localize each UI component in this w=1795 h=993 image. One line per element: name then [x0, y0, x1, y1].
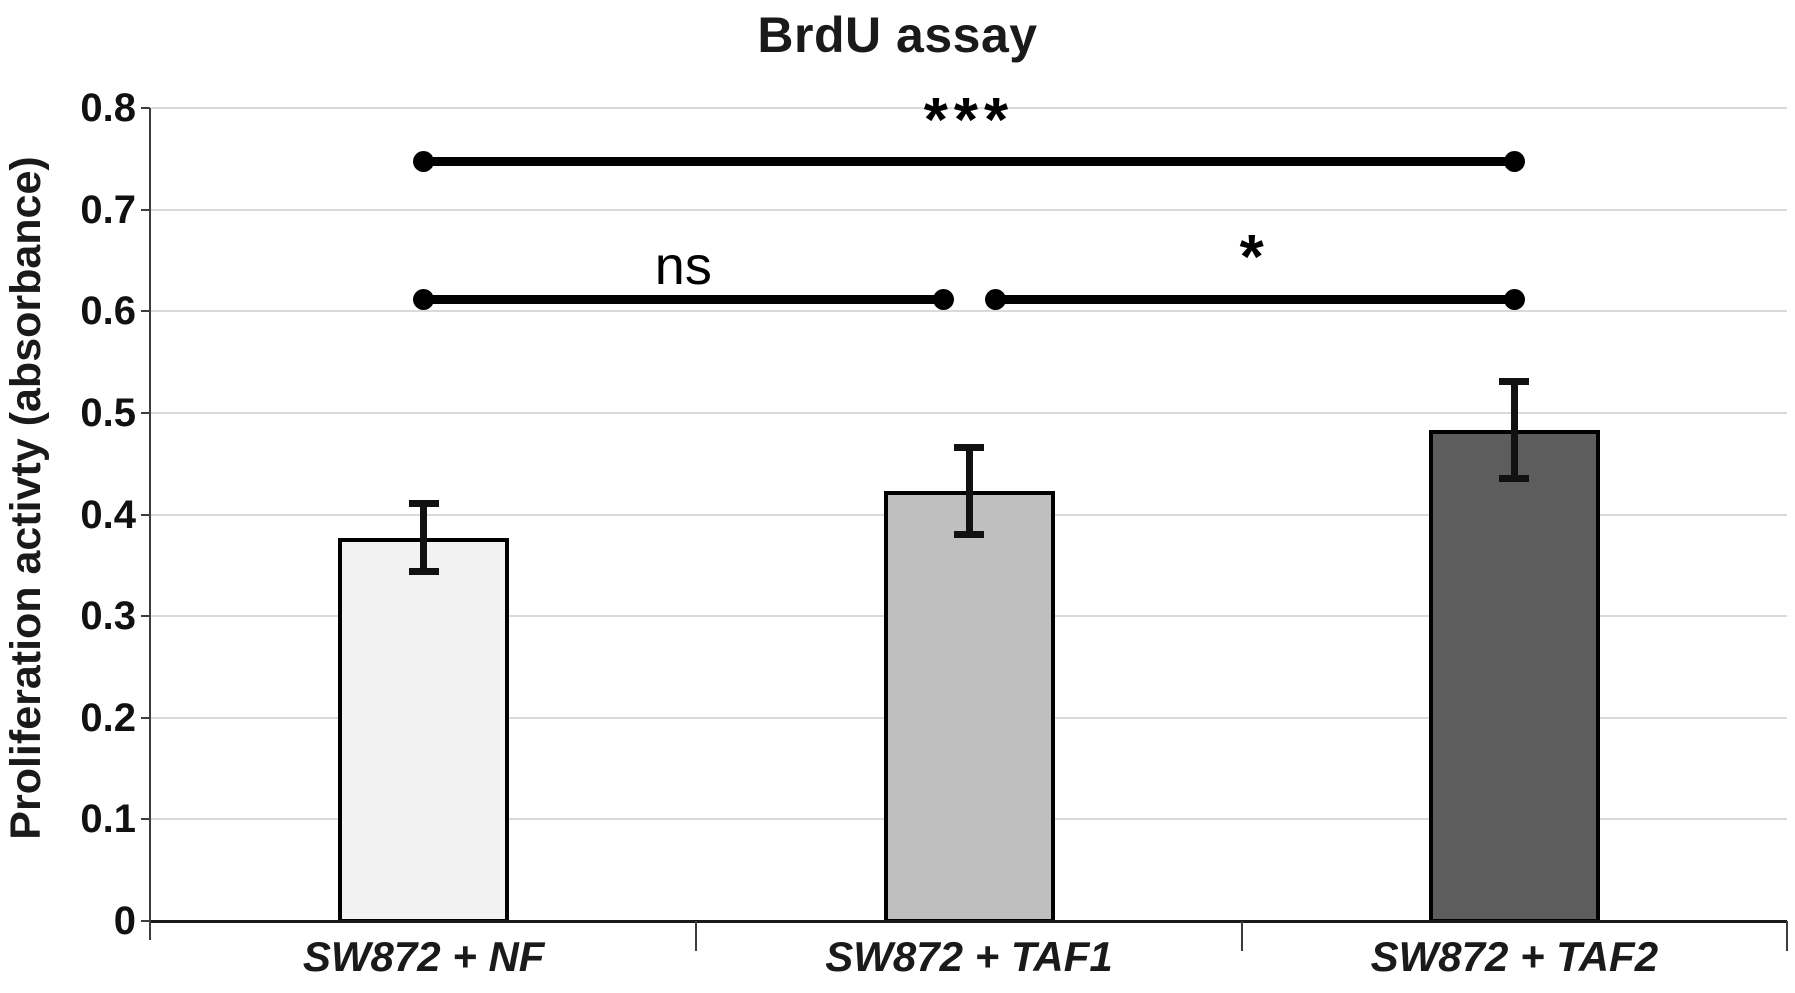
error-bar-cap-top — [1499, 378, 1530, 386]
y-tick-label: 0 — [113, 899, 136, 943]
y-tick-mark — [141, 716, 150, 719]
significance-dot — [932, 288, 954, 310]
y-axis-line — [149, 108, 151, 940]
x-axis-line — [151, 920, 1787, 923]
significance-label: ns — [654, 236, 712, 297]
chart-title: BrdU assay — [757, 7, 1038, 63]
x-category-label: SW872 + NF — [302, 933, 545, 980]
y-tick-mark — [141, 310, 150, 313]
y-tick-mark — [141, 513, 150, 516]
gridline — [151, 208, 1787, 211]
significance-label: *** — [923, 85, 1015, 155]
y-tick-label: 0.6 — [80, 289, 136, 334]
gridline — [151, 107, 1787, 109]
significance-line — [995, 294, 1515, 304]
y-tick-label: 0.3 — [80, 594, 136, 639]
bar-1 — [338, 537, 510, 923]
y-tick-label: 0.7 — [80, 187, 136, 232]
x-category-label: SW872 + TAF2 — [1370, 933, 1659, 980]
y-tick-label: 0.1 — [80, 797, 136, 842]
error-bar-line — [1510, 381, 1518, 479]
significance-dot — [413, 151, 435, 173]
error-bar-cap-bottom — [1499, 474, 1530, 482]
y-tick-mark — [141, 818, 150, 821]
error-bar-line — [420, 503, 428, 573]
y-tick-mark — [141, 107, 150, 109]
x-boundary-tick — [1240, 921, 1243, 951]
error-bar-cap-bottom — [408, 568, 439, 576]
significance-dot — [1503, 288, 1525, 310]
y-tick-mark — [141, 208, 150, 211]
significance-label: * — [1239, 223, 1270, 293]
gridline — [151, 310, 1787, 313]
y-tick-label: 0.2 — [80, 695, 136, 740]
y-tick-mark — [141, 411, 150, 414]
significance-dot — [413, 288, 435, 310]
gridline — [151, 411, 1787, 414]
x-boundary-tick — [695, 921, 698, 951]
error-bar-line — [965, 447, 973, 535]
error-bar-cap-top — [408, 500, 439, 508]
y-tick-mark — [141, 920, 150, 922]
error-bar-cap-bottom — [954, 530, 984, 538]
x-category-label: SW872 + TAF1 — [825, 933, 1113, 980]
y-tick-label: 0.8 — [80, 86, 136, 130]
error-bar-cap-top — [954, 444, 984, 452]
significance-line — [423, 294, 943, 304]
y-tick-label: 0.4 — [80, 492, 136, 537]
significance-dot — [984, 288, 1006, 310]
y-tick-mark — [141, 615, 150, 618]
x-boundary-tick — [1786, 921, 1788, 951]
bar-3 — [1428, 430, 1600, 923]
significance-line — [423, 157, 1515, 167]
bar-2 — [883, 491, 1055, 923]
y-tick-label: 0.5 — [80, 390, 136, 435]
significance-dot — [1503, 151, 1525, 173]
